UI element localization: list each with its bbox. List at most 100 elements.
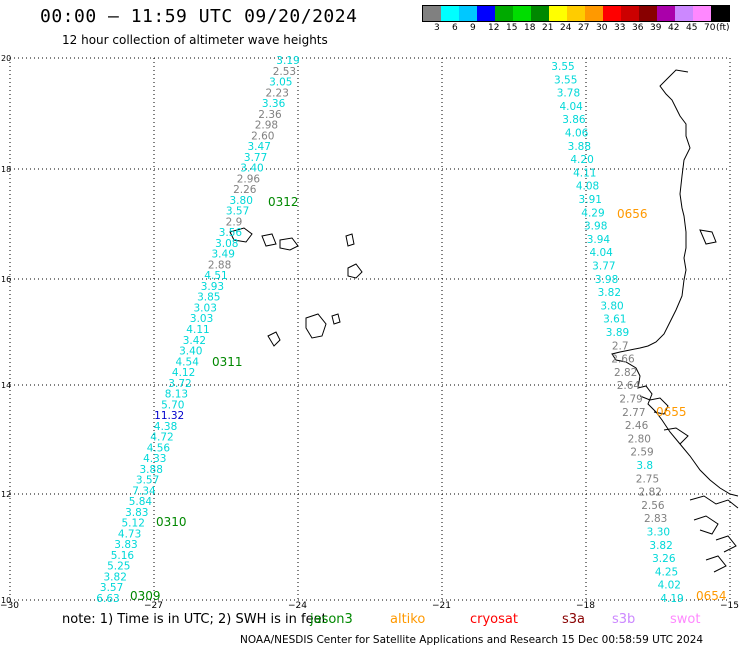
color-scale-swatch bbox=[531, 6, 549, 21]
wave-height-value: 3.55 bbox=[551, 61, 574, 73]
wave-height-value: 4.11 bbox=[186, 324, 209, 336]
coast-detail-4 bbox=[693, 515, 719, 535]
longitude-tick: −21 bbox=[432, 601, 451, 611]
coast-detail-6 bbox=[705, 555, 727, 573]
wave-height-value: 3.57 bbox=[100, 582, 123, 594]
wave-height-value: 3.94 bbox=[587, 234, 611, 246]
color-scale-label: 42 bbox=[668, 23, 680, 33]
color-scale-swatch bbox=[567, 6, 585, 21]
wave-height-value: 5.25 bbox=[107, 561, 130, 573]
wave-height-value: 2.82 bbox=[614, 367, 637, 379]
wave-height-value: 2.80 bbox=[628, 433, 651, 445]
wave-height-value: 2.82 bbox=[639, 487, 662, 499]
color-scale-label: 30 bbox=[596, 23, 608, 33]
wave-height-value: 3.85 bbox=[197, 292, 220, 304]
wave-height-value: 3.8 bbox=[636, 460, 653, 472]
wave-height-value: 3.42 bbox=[183, 335, 206, 347]
latitude-tick: 10 bbox=[1, 596, 12, 605]
wave-height-value: 3.49 bbox=[212, 249, 235, 261]
color-scale-label: 3 bbox=[434, 23, 440, 33]
wave-height-value: 2.77 bbox=[622, 407, 645, 419]
wave-height-value: 2.9 bbox=[226, 216, 243, 228]
wave-height-value: 3.57 bbox=[226, 206, 249, 218]
wave-height-value: 3.72 bbox=[168, 378, 191, 390]
wave-height-value: 3.82 bbox=[104, 571, 127, 583]
longitude-tick: −30 bbox=[0, 601, 19, 611]
wave-height-value: 3.88 bbox=[140, 464, 163, 476]
wave-height-value: 2.75 bbox=[636, 473, 659, 485]
wave-height-value: 4.12 bbox=[172, 367, 195, 379]
wave-height-value: 3.03 bbox=[194, 302, 217, 314]
color-scale-label: 33 bbox=[614, 23, 626, 33]
color-scale-swatch bbox=[639, 6, 657, 21]
map-subtitle: 12 hour collection of altimeter wave hei… bbox=[62, 33, 328, 47]
wave-height-value: 3.98 bbox=[595, 274, 618, 286]
color-scale-label: 18 bbox=[524, 23, 536, 33]
coast-detail-5 bbox=[715, 535, 737, 553]
color-scale-swatch bbox=[513, 6, 531, 21]
island-cv-4 bbox=[345, 233, 355, 247]
longitude-tick: −15 bbox=[720, 601, 739, 611]
pass-time-label: 0310 bbox=[156, 515, 187, 529]
wave-height-value: 4.54 bbox=[176, 356, 200, 368]
wave-height-value: 3.88 bbox=[568, 141, 591, 153]
wave-height-value: 3.86 bbox=[562, 114, 586, 126]
color-scale-label: 70 bbox=[704, 23, 716, 33]
longitude-tick: −18 bbox=[576, 601, 595, 611]
wave-height-value: 8.13 bbox=[165, 389, 188, 401]
wave-height-value: 2.46 bbox=[625, 420, 649, 432]
color-scale-swatch bbox=[657, 6, 675, 21]
pass-time-label: 0311 bbox=[212, 355, 243, 369]
wave-height-value: 2.60 bbox=[251, 130, 274, 142]
wave-height-value: 4.33 bbox=[143, 453, 166, 465]
coast-detail-3 bbox=[689, 495, 739, 509]
wave-height-value: 2.7 bbox=[612, 340, 629, 352]
wave-height-value: 3.83 bbox=[125, 507, 148, 519]
wave-height-value: 3.83 bbox=[114, 539, 137, 551]
latitude-tick: 16 bbox=[1, 275, 12, 284]
island-cv-2 bbox=[261, 233, 277, 247]
island-cv-1 bbox=[229, 227, 253, 243]
wave-height-value: 3.82 bbox=[598, 287, 621, 299]
wave-height-value: 2.23 bbox=[266, 87, 289, 99]
color-scale-swatch bbox=[495, 6, 513, 21]
wave-height-value: 4.08 bbox=[576, 181, 599, 193]
color-scale-label: 36 bbox=[632, 23, 644, 33]
wave-height-value: 3.77 bbox=[592, 261, 615, 273]
wave-height-value: 3.30 bbox=[647, 527, 670, 539]
island-cv-7 bbox=[305, 313, 327, 339]
footer-note: note: 1) Time is in UTC; 2) SWH is in fe… bbox=[62, 612, 327, 627]
color-scale-swatch bbox=[693, 6, 711, 21]
island-senegal-inset bbox=[699, 229, 717, 245]
color-scale-swatch bbox=[477, 6, 495, 21]
color-scale-swatch bbox=[549, 6, 567, 21]
wave-height-value: 4.38 bbox=[154, 421, 177, 433]
color-scale-swatch bbox=[423, 6, 441, 21]
wave-height-value: 3.89 bbox=[606, 327, 629, 339]
color-scale-swatch bbox=[441, 6, 459, 21]
wave-height-value: 3.82 bbox=[649, 540, 672, 552]
color-scale-swatch bbox=[711, 6, 729, 21]
wave-height-value: 5.16 bbox=[111, 550, 135, 562]
latitude-tick: 20 bbox=[1, 54, 12, 63]
wave-height-value: 4.04 bbox=[589, 247, 613, 259]
color-scale-unit: (ft) bbox=[716, 23, 730, 33]
wave-height-value: 4.06 bbox=[565, 128, 589, 140]
wave-height-value: 11.32 bbox=[154, 410, 184, 422]
wave-height-value: 3.61 bbox=[603, 314, 626, 326]
latitude-tick: 12 bbox=[1, 490, 12, 499]
wave-height-value: 4.29 bbox=[581, 207, 604, 219]
wave-height-value: 2.56 bbox=[641, 500, 665, 512]
wave-height-value: 3.03 bbox=[190, 313, 213, 325]
wave-height-value: 4.20 bbox=[570, 154, 593, 166]
color-scale-swatch bbox=[603, 6, 621, 21]
wave-height-value: 5.70 bbox=[161, 399, 184, 411]
wave-height-value: 3.80 bbox=[600, 300, 623, 312]
color-scale-label: 12 bbox=[488, 23, 500, 33]
credit-line: NOAA/NESDIS Center for Satellite Applica… bbox=[240, 634, 704, 646]
pass-time-label: 0309 bbox=[130, 589, 161, 603]
wave-height-value: 3.40 bbox=[240, 163, 263, 175]
wave-height-value: 4.11 bbox=[573, 167, 596, 179]
coast-detail-2 bbox=[663, 427, 689, 445]
